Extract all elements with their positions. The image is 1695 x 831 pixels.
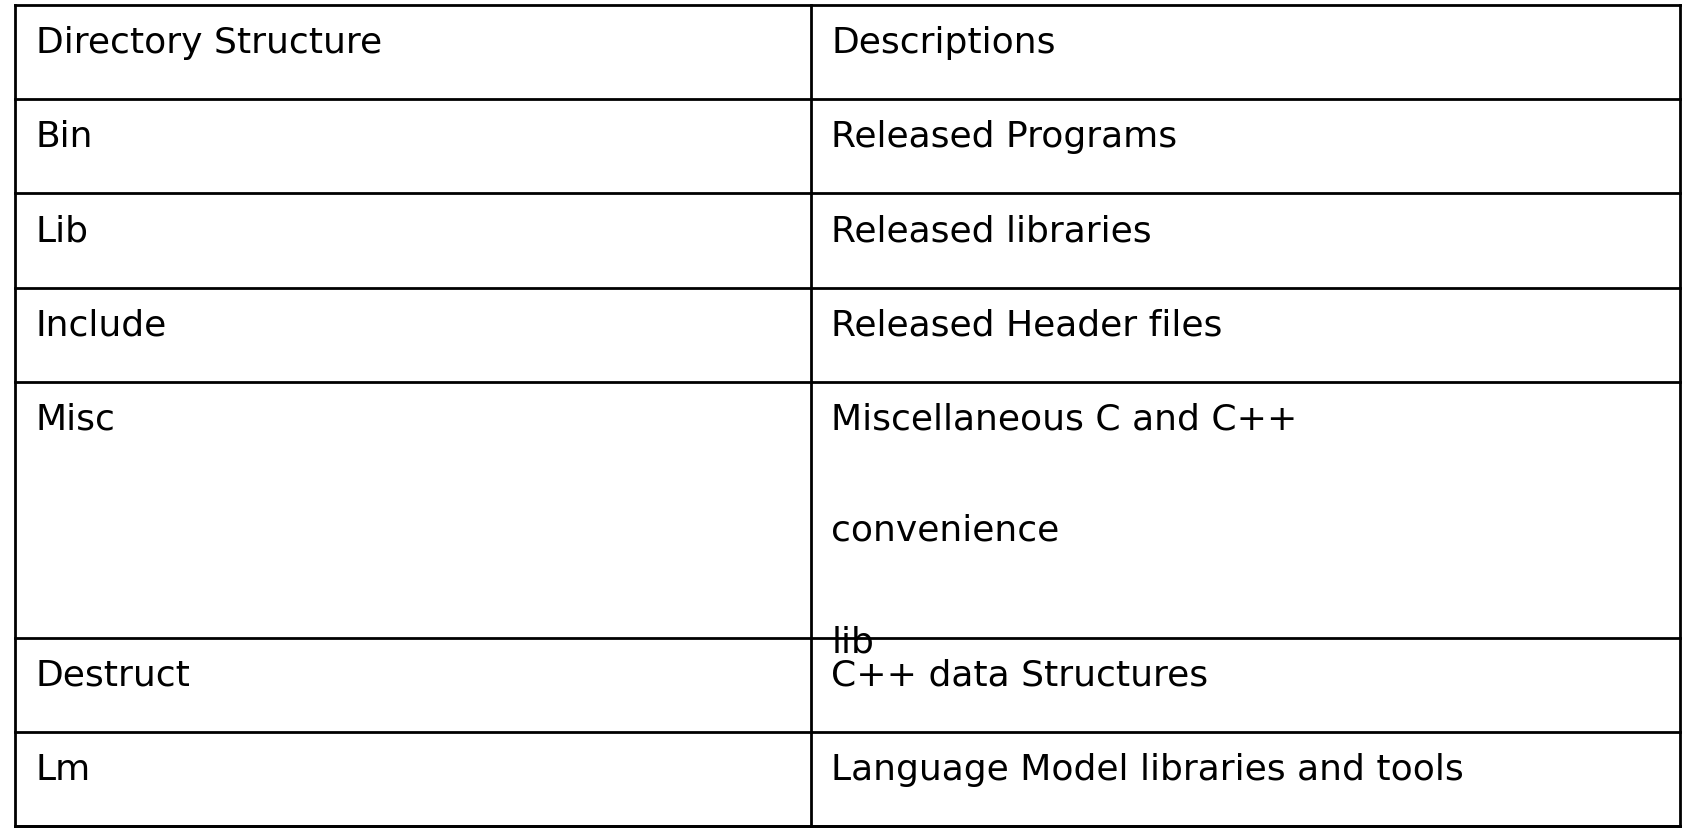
Text: Released libraries: Released libraries (831, 214, 1153, 248)
Text: Miscellaneous C and C++

convenience

lib: Miscellaneous C and C++ convenience lib (831, 403, 1298, 659)
Text: Bin: Bin (36, 120, 93, 154)
Text: Lm: Lm (36, 753, 92, 787)
Text: Misc: Misc (36, 403, 115, 436)
Text: Released Programs: Released Programs (831, 120, 1178, 154)
Text: Descriptions: Descriptions (831, 26, 1056, 60)
Text: Lib: Lib (36, 214, 88, 248)
Text: Destruct: Destruct (36, 658, 190, 692)
Text: Include: Include (36, 308, 166, 342)
Text: C++ data Structures: C++ data Structures (831, 658, 1209, 692)
Text: Directory Structure: Directory Structure (36, 26, 381, 60)
Text: Released Header files: Released Header files (831, 308, 1222, 342)
Text: Language Model libraries and tools: Language Model libraries and tools (831, 753, 1464, 787)
